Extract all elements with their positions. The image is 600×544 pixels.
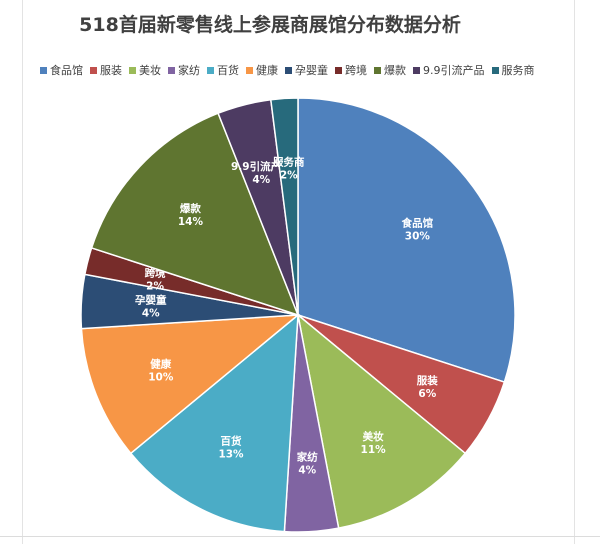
- slice-category-label: 健康: [150, 357, 171, 370]
- legend-item: 美妆: [129, 62, 161, 78]
- legend-item: 健康: [246, 62, 278, 78]
- pie-slice: [269, 97, 299, 316]
- legend-label: 家纺: [178, 64, 200, 77]
- slice-value-label: 4%: [252, 174, 270, 186]
- legend-swatch: [285, 66, 292, 74]
- slice-value-label: 30%: [405, 230, 431, 242]
- legend-label: 服务商: [501, 64, 535, 77]
- slice-category-label: 服装: [417, 374, 438, 387]
- legend-swatch: [168, 66, 175, 74]
- legend-item: 百货: [207, 62, 239, 78]
- slice-category-label: 百货: [221, 434, 242, 447]
- legend-swatch: [207, 66, 214, 74]
- slice-value-label: 13%: [218, 448, 244, 460]
- legend-label: 9.9引流产品: [423, 64, 485, 77]
- slice-category-label: 爆款: [180, 202, 201, 215]
- slice-value-label: 6%: [418, 388, 436, 400]
- legend-item: 孕婴童: [285, 62, 328, 78]
- legend-item: 家纺: [168, 62, 200, 78]
- legend-label: 食品馆: [50, 64, 83, 77]
- legend-item: 服务商: [491, 62, 535, 78]
- slice-category-label: 服务商: [273, 156, 305, 169]
- legend-label: 百货: [217, 64, 239, 77]
- slice-value-label: 4%: [298, 464, 316, 476]
- legend-swatch: [40, 66, 47, 74]
- legend-item: 服装: [90, 62, 122, 78]
- legend-item: 跨境: [335, 62, 367, 78]
- legend-label: 跨境: [345, 64, 367, 77]
- legend-swatch: [129, 66, 136, 74]
- sheet-grid-bottom: [0, 536, 600, 537]
- legend-label: 美妆: [139, 64, 161, 77]
- slice-value-label: 2%: [280, 170, 298, 182]
- legend-swatch: [246, 66, 253, 74]
- sheet-grid-left: [0, 0, 23, 544]
- legend-swatch: [413, 66, 420, 74]
- legend-item: 9.9引流产品: [413, 62, 485, 78]
- chart-title: 518首届新零售线上参展商展馆分布数据分析: [79, 14, 461, 36]
- legend-label: 健康: [256, 64, 278, 77]
- slice-category-label: 美妆: [363, 430, 384, 443]
- sheet-grid-right: [574, 0, 600, 544]
- pie-slice: [129, 313, 299, 533]
- legend-swatch: [374, 66, 381, 74]
- slice-category-label: 家纺: [297, 450, 318, 463]
- pie-slice: [296, 313, 467, 530]
- slice-value-label: 4%: [142, 308, 160, 320]
- legend-swatch: [335, 66, 342, 74]
- legend-label: 爆款: [384, 64, 406, 77]
- legend-label: 孕婴童: [295, 64, 328, 77]
- chart-legend: 食品馆 服装 美妆 家纺 百货 健康 孕婴童 跨境 爆款 9.9引流产品 服务商: [40, 62, 560, 78]
- slice-value-label: 14%: [178, 216, 204, 228]
- slice-category-label: 孕婴童: [135, 294, 167, 307]
- slice-value-label: 2%: [146, 280, 164, 292]
- pie-slice: [90, 112, 300, 317]
- pie-slice: [80, 314, 301, 455]
- slice-value-label: 10%: [148, 371, 174, 383]
- legend-label: 服装: [100, 64, 122, 77]
- slice-category-label: 9.9引流产品: [231, 160, 292, 173]
- legend-swatch: [90, 66, 97, 74]
- legend-item: 食品馆: [40, 62, 83, 78]
- legend-swatch: [491, 66, 499, 74]
- pie-slice: [297, 97, 516, 384]
- slice-category-label: 食品馆: [401, 216, 434, 229]
- slice-value-label: 11%: [361, 444, 387, 456]
- legend-item: 爆款: [374, 62, 406, 78]
